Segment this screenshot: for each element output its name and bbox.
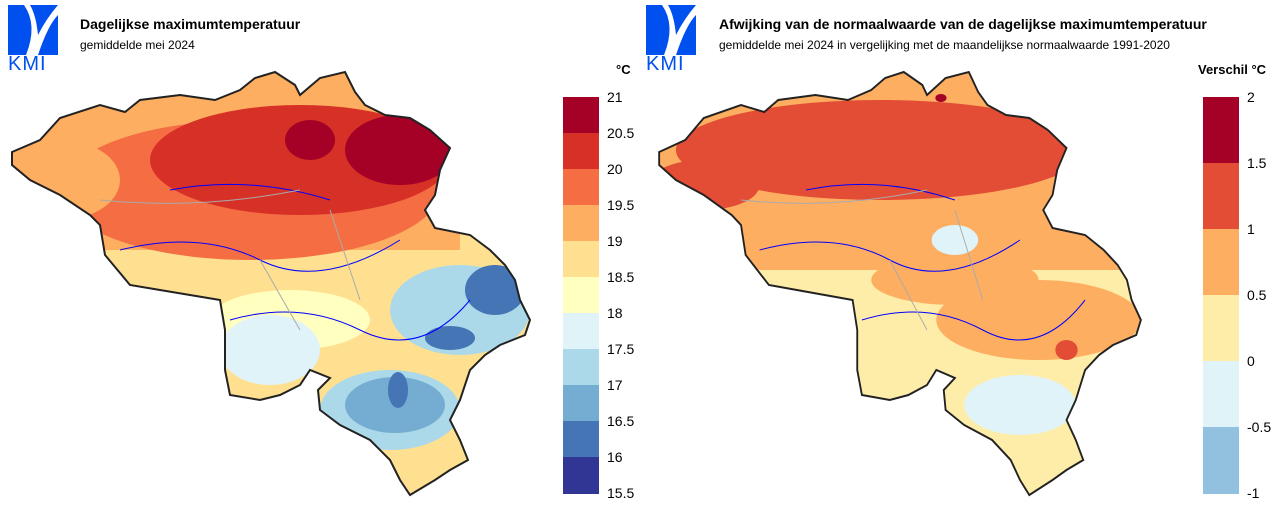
legend-color-box [1203, 229, 1239, 296]
legend-label: 19.5 [607, 197, 635, 213]
legend-color-box [563, 349, 599, 386]
legend-label: -0.5 [1247, 419, 1272, 435]
kmi-logo: KMI [646, 5, 696, 78]
legend-label: 18.5 [607, 269, 635, 285]
legend-label: 20 [607, 161, 623, 177]
kmi-logo-icon [8, 5, 58, 55]
legend-color-box [1203, 295, 1239, 362]
temperature-legend: 21 20.5 20 19.5 19 18.5 18 17.5 17 16.5 16 15.5 [563, 89, 634, 501]
legend-unit: Verschil °C [1198, 62, 1267, 77]
kmi-logo-icon [646, 5, 696, 55]
legend-color-box [563, 97, 599, 134]
map-title: Afwijking van de normaalwaarde van de da… [719, 16, 1207, 32]
legend-unit: °C [616, 62, 631, 77]
legend-color-box [563, 385, 599, 422]
legend-label: 17 [607, 377, 623, 393]
legend-label: 20.5 [607, 125, 635, 141]
legend-color-box [563, 169, 599, 206]
legend-label: 15.5 [607, 485, 635, 501]
legend-label: 0.5 [1247, 287, 1267, 303]
legend-color-box [563, 421, 599, 458]
legend-color-box [1203, 427, 1239, 494]
map-subtitle: gemiddelde mei 2024 [80, 38, 195, 52]
legend-label: -1 [1247, 485, 1260, 501]
legend-label: 1.5 [1247, 155, 1267, 171]
legend-label: 18 [607, 305, 623, 321]
legend-color-box [563, 277, 599, 314]
legend-color-box [1203, 97, 1239, 164]
legend-label: 0 [1247, 353, 1255, 369]
legend-color-box [1203, 163, 1239, 230]
legend-label: 16.5 [607, 413, 635, 429]
logo-text: KMI [646, 53, 685, 75]
legend-label: 17.5 [607, 341, 635, 357]
anomaly-map [658, 71, 1142, 496]
legend-label: 16 [607, 449, 623, 465]
legend-label: 21 [607, 89, 623, 105]
anomaly-legend: 2 1.5 1 0.5 0 -0.5 -1 [1203, 89, 1271, 501]
map-subtitle: gemiddelde mei 2024 in vergelijking met … [719, 38, 1170, 52]
legend-color-box [563, 313, 599, 350]
temperature-map [11, 71, 531, 496]
legend-color-box [563, 133, 599, 170]
legend-color-box [563, 241, 599, 278]
legend-color-box [1203, 361, 1239, 428]
legend-label: 19 [607, 233, 623, 249]
map-title: Dagelijkse maximumtemperatuur [80, 16, 301, 32]
kmi-logo: KMI [8, 5, 58, 78]
legend-color-box [563, 457, 599, 494]
legend-label: 2 [1247, 89, 1255, 105]
legend-label: 1 [1247, 221, 1255, 237]
legend-color-box [563, 205, 599, 242]
logo-text: KMI [8, 53, 47, 75]
